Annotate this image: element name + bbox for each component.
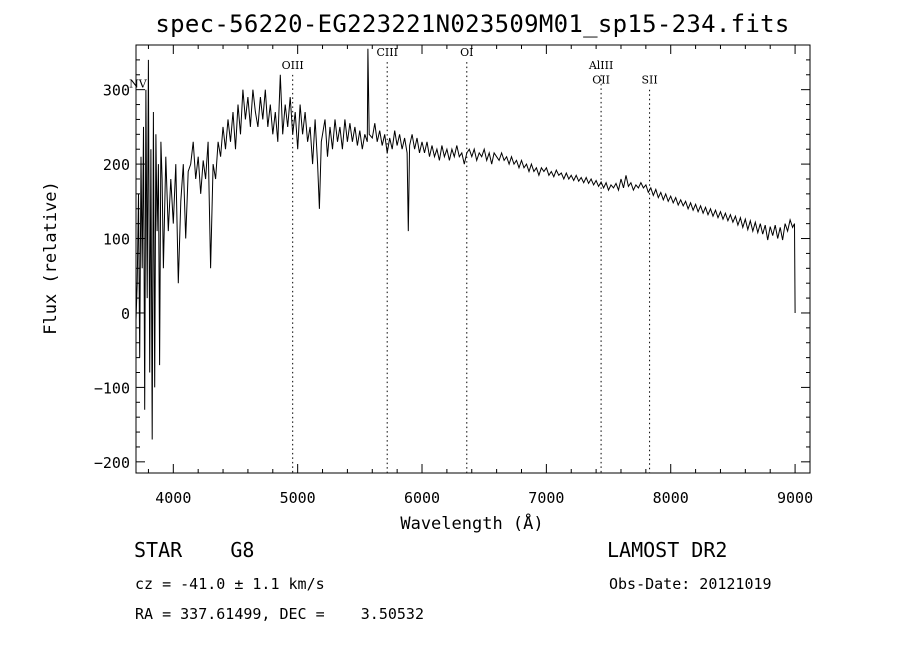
line-markers: NV OIII CIII OI AlIII OII SII (129, 46, 658, 473)
redshift-cz: cz = -41.0 ± 1.1 km/s (135, 575, 325, 593)
survey-name: LAMOST DR2 (607, 538, 728, 562)
x-tick-label: 6000 (404, 489, 440, 507)
line-marker-label: CIII (376, 46, 397, 59)
x-tick-label: 9000 (777, 489, 813, 507)
line-marker-label: SII (641, 74, 657, 87)
line-marker-label: AlIII (588, 59, 614, 72)
y-tick-label: 200 (103, 156, 130, 174)
y-axis-label: Flux (relative) (41, 181, 61, 335)
plot-border (135, 44, 811, 474)
plot-frame (135, 44, 811, 474)
ra-dec-coordinates: RA = 337.61499, DEC = 3.50532 (135, 605, 424, 623)
y-axis-ticks: −200 −100 0 100 200 300 (94, 44, 810, 472)
object-class: STAR G8 (134, 538, 255, 562)
line-marker-label: OII (592, 74, 610, 87)
y-tick-label: 0 (121, 305, 130, 323)
y-tick-label: 100 (103, 231, 130, 249)
observation-date: Obs-Date: 20121019 (609, 575, 772, 593)
line-marker-label: NV (129, 77, 148, 90)
x-axis-ticks: 4000 5000 6000 7000 8000 9000 (147, 45, 813, 507)
spectrum-series (135, 48, 796, 440)
y-tick-label: 300 (103, 82, 130, 100)
spectrum-line (135, 48, 796, 440)
x-tick-label: 8000 (653, 489, 689, 507)
y-tick-label: −200 (94, 454, 130, 472)
chart-title: spec-56220-EG223221N023509M01_sp15-234.f… (155, 10, 790, 38)
x-tick-label: 4000 (155, 489, 191, 507)
y-tick-label: −100 (94, 379, 130, 397)
x-tick-label: 7000 (528, 489, 564, 507)
x-axis-label: Wavelength (Å) (400, 512, 543, 534)
line-marker-label: OIII (282, 59, 304, 72)
line-marker-label: OI (460, 46, 473, 59)
x-tick-label: 5000 (280, 489, 316, 507)
